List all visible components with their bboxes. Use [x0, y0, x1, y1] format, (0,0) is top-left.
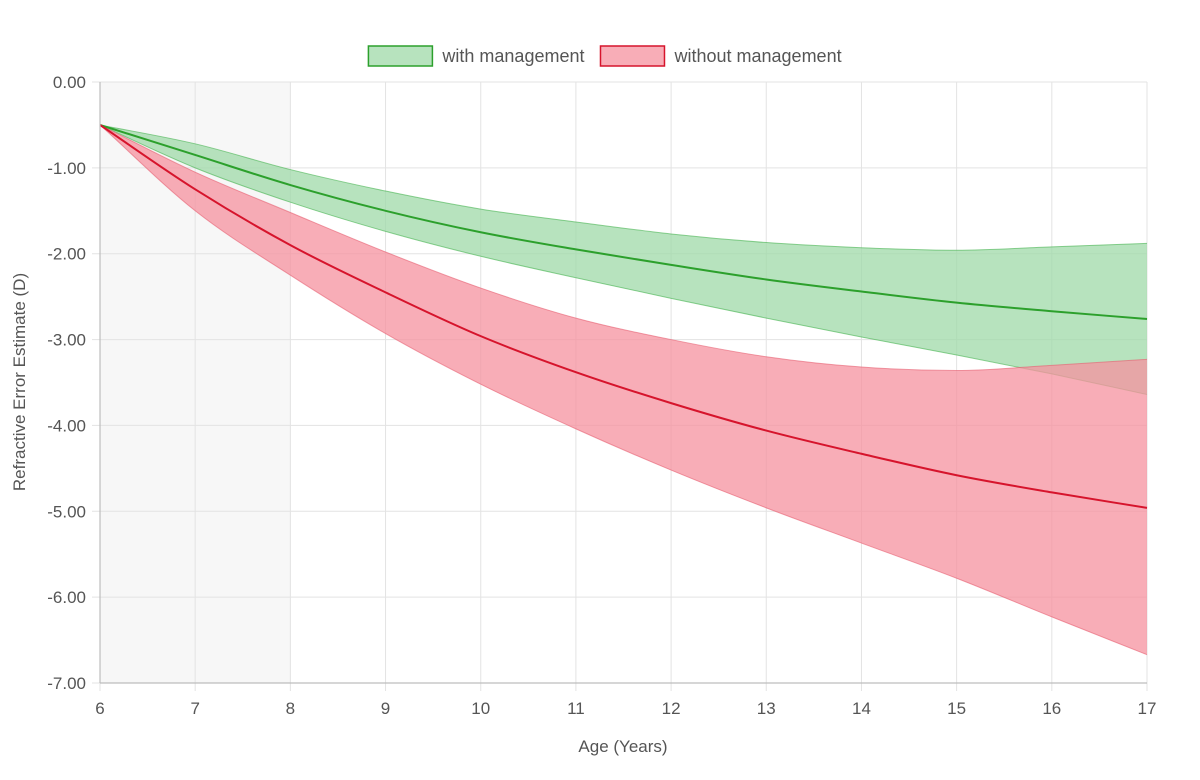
legend-item-with-management[interactable]: with management — [367, 45, 584, 67]
with-management-confidence-band — [100, 124, 1147, 395]
y-tick-label: -6.00 — [47, 588, 86, 607]
legend-swatch — [367, 45, 434, 67]
without-management-line — [99, 124, 1148, 509]
legend-label: with management — [441, 46, 584, 66]
x-tick-label: 15 — [947, 699, 966, 718]
x-tick-label: 10 — [471, 699, 490, 718]
y-tick-label: -7.00 — [47, 674, 86, 693]
y-tick-label: 0.00 — [53, 73, 86, 92]
with-management-upper-bound — [99, 124, 1148, 251]
with-management-lower-bound — [99, 124, 1148, 396]
y-tick-label: -2.00 — [47, 245, 86, 264]
x-tick-label: 7 — [190, 699, 199, 718]
x-tick-label: 8 — [286, 699, 295, 718]
without-management-upper-bound — [99, 124, 1148, 371]
y-tick-label: -4.00 — [47, 416, 86, 435]
legend-label: without management — [673, 46, 841, 66]
with-management-line — [99, 123, 1148, 320]
y-tick-label: -5.00 — [47, 502, 86, 521]
y-tick-label: -3.00 — [47, 331, 86, 350]
y-tick-label: -1.00 — [47, 159, 86, 178]
legend-swatch — [599, 45, 666, 67]
x-axis-title: Age (Years) — [578, 737, 667, 756]
without-management-lower-bound — [99, 124, 1148, 656]
x-tick-label: 11 — [567, 699, 585, 718]
x-tick-label: 14 — [852, 699, 871, 718]
without-management-confidence-band — [100, 124, 1147, 655]
x-tick-label: 9 — [381, 699, 390, 718]
x-tick-label: 12 — [662, 699, 681, 718]
legend-item-without-management[interactable]: without management — [599, 45, 842, 67]
x-tick-label: 16 — [1042, 699, 1061, 718]
y-axis-title: Refractive Error Estimate (D) — [10, 273, 29, 491]
x-tick-label: 17 — [1138, 699, 1157, 718]
x-tick-label: 6 — [95, 699, 104, 718]
x-tick-label: 13 — [757, 699, 776, 718]
